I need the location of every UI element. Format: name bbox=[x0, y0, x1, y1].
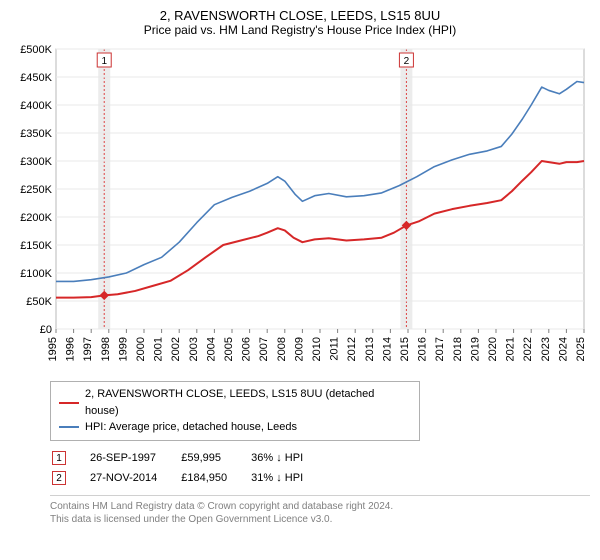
footer-line1: Contains HM Land Registry data © Crown c… bbox=[50, 500, 590, 513]
svg-text:£0: £0 bbox=[40, 324, 52, 336]
svg-text:2010: 2010 bbox=[311, 337, 323, 361]
sale-marker: 1 bbox=[52, 451, 66, 465]
chart-svg: 1 2 £0 £50K £100K £150K £200K £250K £300K £350K £4… bbox=[10, 43, 590, 373]
svg-text:1: 1 bbox=[101, 56, 107, 67]
legend-swatch bbox=[59, 426, 79, 428]
sale-price: £184,950 bbox=[181, 469, 249, 487]
chart-titles: 2, RAVENSWORTH CLOSE, LEEDS, LS15 8UU Pr… bbox=[10, 8, 590, 37]
svg-text:2: 2 bbox=[404, 56, 410, 67]
svg-text:2002: 2002 bbox=[170, 337, 182, 361]
svg-text:2019: 2019 bbox=[469, 337, 481, 361]
svg-text:2004: 2004 bbox=[205, 337, 217, 361]
svg-text:2013: 2013 bbox=[364, 337, 376, 361]
svg-text:2015: 2015 bbox=[399, 337, 411, 361]
svg-text:2012: 2012 bbox=[346, 337, 358, 361]
svg-text:2024: 2024 bbox=[557, 337, 569, 361]
svg-text:2009: 2009 bbox=[293, 337, 305, 361]
svg-text:2001: 2001 bbox=[153, 337, 165, 361]
svg-text:2011: 2011 bbox=[329, 337, 341, 361]
page-root: 2, RAVENSWORTH CLOSE, LEEDS, LS15 8UU Pr… bbox=[0, 0, 600, 526]
svg-text:£200K: £200K bbox=[20, 212, 52, 224]
legend-label: 2, RAVENSWORTH CLOSE, LEEDS, LS15 8UU (d… bbox=[85, 386, 411, 419]
legend-swatch bbox=[59, 402, 79, 404]
sale-date: 27-NOV-2014 bbox=[90, 469, 179, 487]
svg-text:£350K: £350K bbox=[20, 128, 52, 140]
svg-text:2025: 2025 bbox=[575, 337, 587, 361]
svg-text:£50K: £50K bbox=[26, 296, 52, 308]
svg-text:£400K: £400K bbox=[20, 100, 52, 112]
chart-title-sub: Price paid vs. HM Land Registry's House … bbox=[10, 23, 590, 37]
svg-text:2014: 2014 bbox=[381, 337, 393, 361]
svg-text:£250K: £250K bbox=[20, 184, 52, 196]
sale-pct: 31% ↓ HPI bbox=[251, 469, 325, 487]
svg-text:£300K: £300K bbox=[20, 156, 52, 168]
svg-text:£150K: £150K bbox=[20, 240, 52, 252]
svg-text:2017: 2017 bbox=[434, 337, 446, 361]
svg-text:2021: 2021 bbox=[505, 337, 517, 361]
svg-text:1999: 1999 bbox=[117, 337, 129, 361]
svg-text:2008: 2008 bbox=[276, 337, 288, 361]
svg-text:2000: 2000 bbox=[135, 337, 147, 361]
svg-text:2023: 2023 bbox=[540, 337, 552, 361]
svg-text:2022: 2022 bbox=[522, 337, 534, 361]
svg-text:2005: 2005 bbox=[223, 337, 235, 361]
svg-text:2007: 2007 bbox=[258, 337, 270, 361]
legend-box: 2, RAVENSWORTH CLOSE, LEEDS, LS15 8UU (d… bbox=[50, 381, 420, 441]
chart-title-main: 2, RAVENSWORTH CLOSE, LEEDS, LS15 8UU bbox=[10, 8, 590, 23]
svg-text:2006: 2006 bbox=[241, 337, 253, 361]
legend-label: HPI: Average price, detached house, Leed… bbox=[85, 419, 297, 436]
svg-text:1998: 1998 bbox=[100, 337, 112, 361]
footer-attribution: Contains HM Land Registry data © Crown c… bbox=[50, 495, 590, 526]
svg-text:1997: 1997 bbox=[82, 337, 94, 361]
sales-table: 1 26-SEP-1997£59,99536% ↓ HPI 2 27-NOV-2014… bbox=[50, 447, 327, 489]
svg-text:1996: 1996 bbox=[65, 337, 77, 361]
legend-row: HPI: Average price, detached house, Leed… bbox=[59, 419, 411, 436]
sale-price: £59,995 bbox=[181, 449, 249, 467]
svg-text:2018: 2018 bbox=[452, 337, 464, 361]
svg-text:2003: 2003 bbox=[188, 337, 200, 361]
legend-row: 2, RAVENSWORTH CLOSE, LEEDS, LS15 8UU (d… bbox=[59, 386, 411, 419]
sale-date: 26-SEP-1997 bbox=[90, 449, 179, 467]
sale-pct: 36% ↓ HPI bbox=[251, 449, 325, 467]
svg-text:2016: 2016 bbox=[417, 337, 429, 361]
svg-text:2020: 2020 bbox=[487, 337, 499, 361]
sale-row: 2 27-NOV-2014£184,95031% ↓ HPI bbox=[52, 469, 325, 487]
sale-marker: 2 bbox=[52, 471, 66, 485]
sale-row: 1 26-SEP-1997£59,99536% ↓ HPI bbox=[52, 449, 325, 467]
svg-text:£100K: £100K bbox=[20, 268, 52, 280]
chart-area: 1 2 £0 £50K £100K £150K £200K £250K £300K £350K £4… bbox=[10, 43, 590, 373]
svg-text:1995: 1995 bbox=[47, 337, 59, 361]
footer-line2: This data is licensed under the Open Gov… bbox=[50, 513, 590, 526]
svg-text:£500K: £500K bbox=[20, 44, 52, 56]
svg-text:£450K: £450K bbox=[20, 72, 52, 84]
